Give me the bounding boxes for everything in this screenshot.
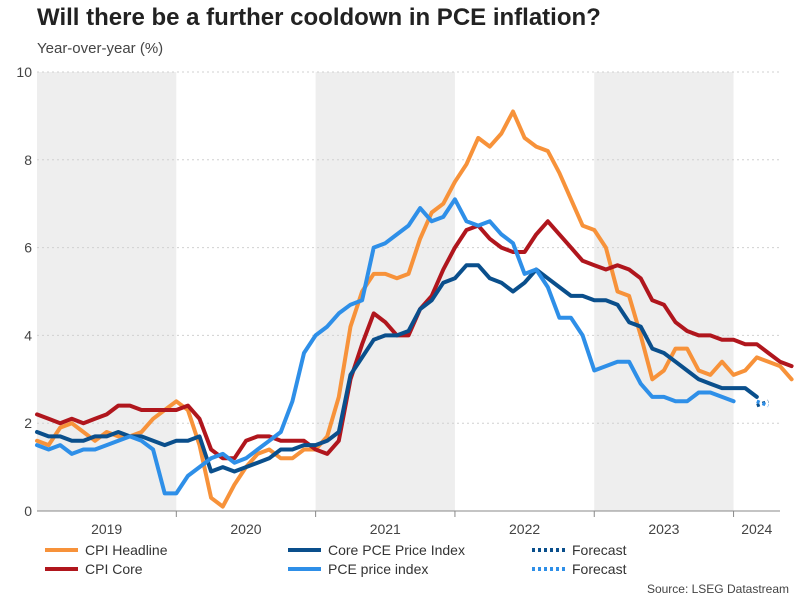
x-tick-label: 2023 (648, 521, 679, 537)
shaded-band-2023 (594, 72, 734, 511)
y-tick-label: 8 (24, 152, 32, 168)
chart-title: Will there be a further cooldown in PCE … (37, 4, 601, 31)
x-tick-label: 2024 (741, 521, 772, 537)
y-tick-label: 0 (24, 503, 32, 519)
legend-label-core-pce-price-index-2: Core PCE Price Index (328, 542, 465, 558)
x-tick-label: 2019 (91, 521, 122, 537)
legend-label-cpi-core-1: CPI Core (85, 561, 143, 577)
legend-label-forecast-5: Forecast (572, 561, 627, 577)
series-line-pce-price-index-3 (35, 197, 736, 496)
series-line-forecast-5 (756, 399, 770, 408)
chart-subtitle: Year-over-year (%) (37, 40, 164, 57)
legend-label-forecast-4: Forecast (572, 542, 627, 558)
y-tick-label: 6 (24, 240, 32, 256)
y-tick-label: 4 (24, 327, 32, 343)
x-tick-label: 2021 (370, 521, 401, 537)
legend-label-pce-price-index-3: PCE price index (328, 561, 428, 577)
x-tick-label: 2022 (509, 521, 540, 537)
legend-label-cpi-headline-0: CPI Headline (85, 542, 168, 558)
source-note: Source: LSEG Datastream (646, 582, 789, 596)
x-tick-label: 2020 (230, 521, 261, 537)
y-tick-label: 10 (16, 64, 32, 80)
y-tick-label: 2 (24, 415, 32, 431)
series-line-core-pce-price-index-2 (35, 263, 759, 474)
